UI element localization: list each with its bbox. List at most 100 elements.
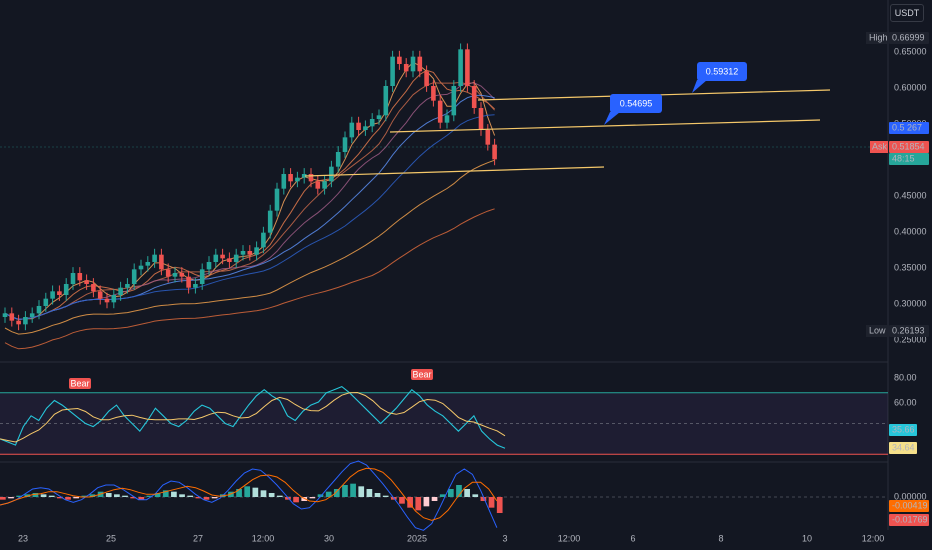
macd-histogram-bar bbox=[89, 494, 96, 497]
candle-body bbox=[397, 56, 402, 64]
macd-histogram-bar bbox=[350, 483, 356, 497]
macd-histogram-bar bbox=[122, 495, 128, 497]
callout-upper-label: 0.59312 bbox=[706, 66, 739, 76]
low-value-bg bbox=[889, 325, 929, 337]
macd-signal-line bbox=[0, 467, 498, 521]
candle-body bbox=[240, 251, 246, 255]
candle-body bbox=[329, 166, 334, 182]
time-tick-label: 10 bbox=[802, 533, 812, 543]
time-tick-label: 2025 bbox=[407, 533, 427, 543]
ma-ribbon-line bbox=[4, 61, 496, 320]
macd-histogram-bar bbox=[146, 495, 153, 497]
ma-ribbon-line bbox=[4, 69, 495, 320]
price-tick-label: 0.65000 bbox=[894, 46, 927, 56]
rsi-value: 35.66 bbox=[892, 424, 915, 434]
candle-body bbox=[77, 273, 83, 281]
price-tick-label: 0.40000 bbox=[894, 226, 927, 236]
price-tick-label: 0.25000 bbox=[894, 334, 927, 344]
ma-ribbon-line bbox=[4, 94, 495, 320]
macd-histogram-bar bbox=[472, 494, 479, 497]
macd-value: -0.00419 bbox=[892, 500, 928, 510]
candle-body bbox=[424, 71, 429, 86]
macd-histogram-bar bbox=[276, 495, 283, 497]
macd-histogram-bar bbox=[260, 490, 267, 497]
macd-histogram-bar bbox=[480, 497, 487, 501]
macd-histogram-bar bbox=[73, 497, 80, 499]
price-tick-label: 0.45000 bbox=[894, 190, 927, 200]
candle-body bbox=[492, 144, 497, 160]
candle-body bbox=[410, 56, 416, 72]
price-tick-label: 0.60000 bbox=[894, 82, 927, 92]
candle-body bbox=[267, 210, 273, 233]
macd-histogram-bar bbox=[65, 497, 71, 500]
candle-body bbox=[57, 291, 62, 295]
time-tick-label: 12:00 bbox=[862, 533, 885, 543]
candle-body bbox=[281, 174, 287, 189]
candle-body bbox=[43, 298, 49, 306]
candle-body bbox=[165, 269, 171, 277]
candle-body bbox=[349, 122, 355, 138]
candle-body bbox=[199, 269, 205, 284]
rsi-pane: Bear Bear bbox=[0, 369, 888, 455]
candle-body bbox=[335, 152, 341, 167]
candle-body bbox=[16, 320, 21, 325]
macd-histogram-bar bbox=[293, 497, 299, 503]
macd-line bbox=[0, 460, 498, 531]
macd-histogram-bar bbox=[32, 493, 39, 497]
macd-histogram-bar bbox=[171, 491, 177, 497]
bear-label-bg bbox=[411, 369, 433, 380]
macd-histogram-bar bbox=[342, 485, 348, 497]
macd-histogram-bar bbox=[211, 497, 218, 499]
current-price-label: 0.5 bbox=[892, 122, 905, 132]
candle-body bbox=[227, 258, 232, 262]
candle-body bbox=[356, 122, 361, 130]
high-value-bg bbox=[889, 32, 929, 44]
candle-body bbox=[437, 100, 443, 123]
current-price-tail: 267 bbox=[907, 122, 922, 132]
time-tick-label: 12:00 bbox=[252, 533, 275, 543]
macd-pane bbox=[0, 460, 888, 531]
candle-body bbox=[70, 273, 76, 284]
macd-histogram-bar bbox=[415, 497, 422, 511]
macd-histogram-bar bbox=[114, 494, 120, 497]
candle-body bbox=[97, 291, 103, 299]
macd-histogram-bar bbox=[48, 495, 55, 497]
macd-histogram-bar bbox=[301, 497, 308, 501]
bar-countdown: 48:15 bbox=[892, 153, 915, 163]
candle-body bbox=[295, 177, 300, 182]
candle-body bbox=[206, 262, 212, 270]
axes: 0.650000.600000.500000.450000.400000.350… bbox=[18, 32, 929, 543]
rsi-signal-line bbox=[0, 391, 506, 443]
currency-selector-button[interactable]: USDT bbox=[890, 4, 924, 22]
candle-body bbox=[29, 313, 35, 317]
rsi-line bbox=[0, 385, 506, 449]
macd-histogram-bar bbox=[431, 497, 438, 501]
rsi-signal-value: 34.64 bbox=[892, 442, 915, 452]
candle-body bbox=[23, 317, 28, 325]
candle-body bbox=[186, 276, 191, 288]
time-tick-label: 12:00 bbox=[558, 533, 581, 543]
macd-histogram-bar bbox=[407, 497, 413, 508]
bar-countdown-bg bbox=[889, 153, 929, 165]
low-label: Low bbox=[869, 325, 886, 335]
ma-ribbon-line bbox=[4, 114, 495, 320]
macd-histogram-bar bbox=[325, 491, 332, 497]
callout-lower-label: 0.54695 bbox=[620, 98, 653, 108]
ma-ribbon-line bbox=[4, 159, 495, 335]
candle-body bbox=[118, 287, 123, 295]
candle-body bbox=[444, 115, 450, 123]
candle-body bbox=[111, 295, 117, 303]
macd-histogram-bar bbox=[195, 497, 202, 499]
ask-value-bg bbox=[889, 141, 929, 153]
bear-label: Bear bbox=[412, 369, 431, 379]
macd-histogram-bar bbox=[317, 494, 324, 497]
macd-histogram-bar bbox=[244, 486, 251, 497]
macd-histogram-bar bbox=[399, 497, 405, 504]
price-tick-label: 0.30000 bbox=[894, 298, 927, 308]
macd-histogram-bar bbox=[138, 497, 145, 500]
high-label: High bbox=[869, 32, 888, 42]
macd-histogram-bar bbox=[203, 497, 210, 500]
candle-body bbox=[104, 298, 110, 303]
price-pane: 0.59312 0.54695 bbox=[0, 43, 888, 350]
